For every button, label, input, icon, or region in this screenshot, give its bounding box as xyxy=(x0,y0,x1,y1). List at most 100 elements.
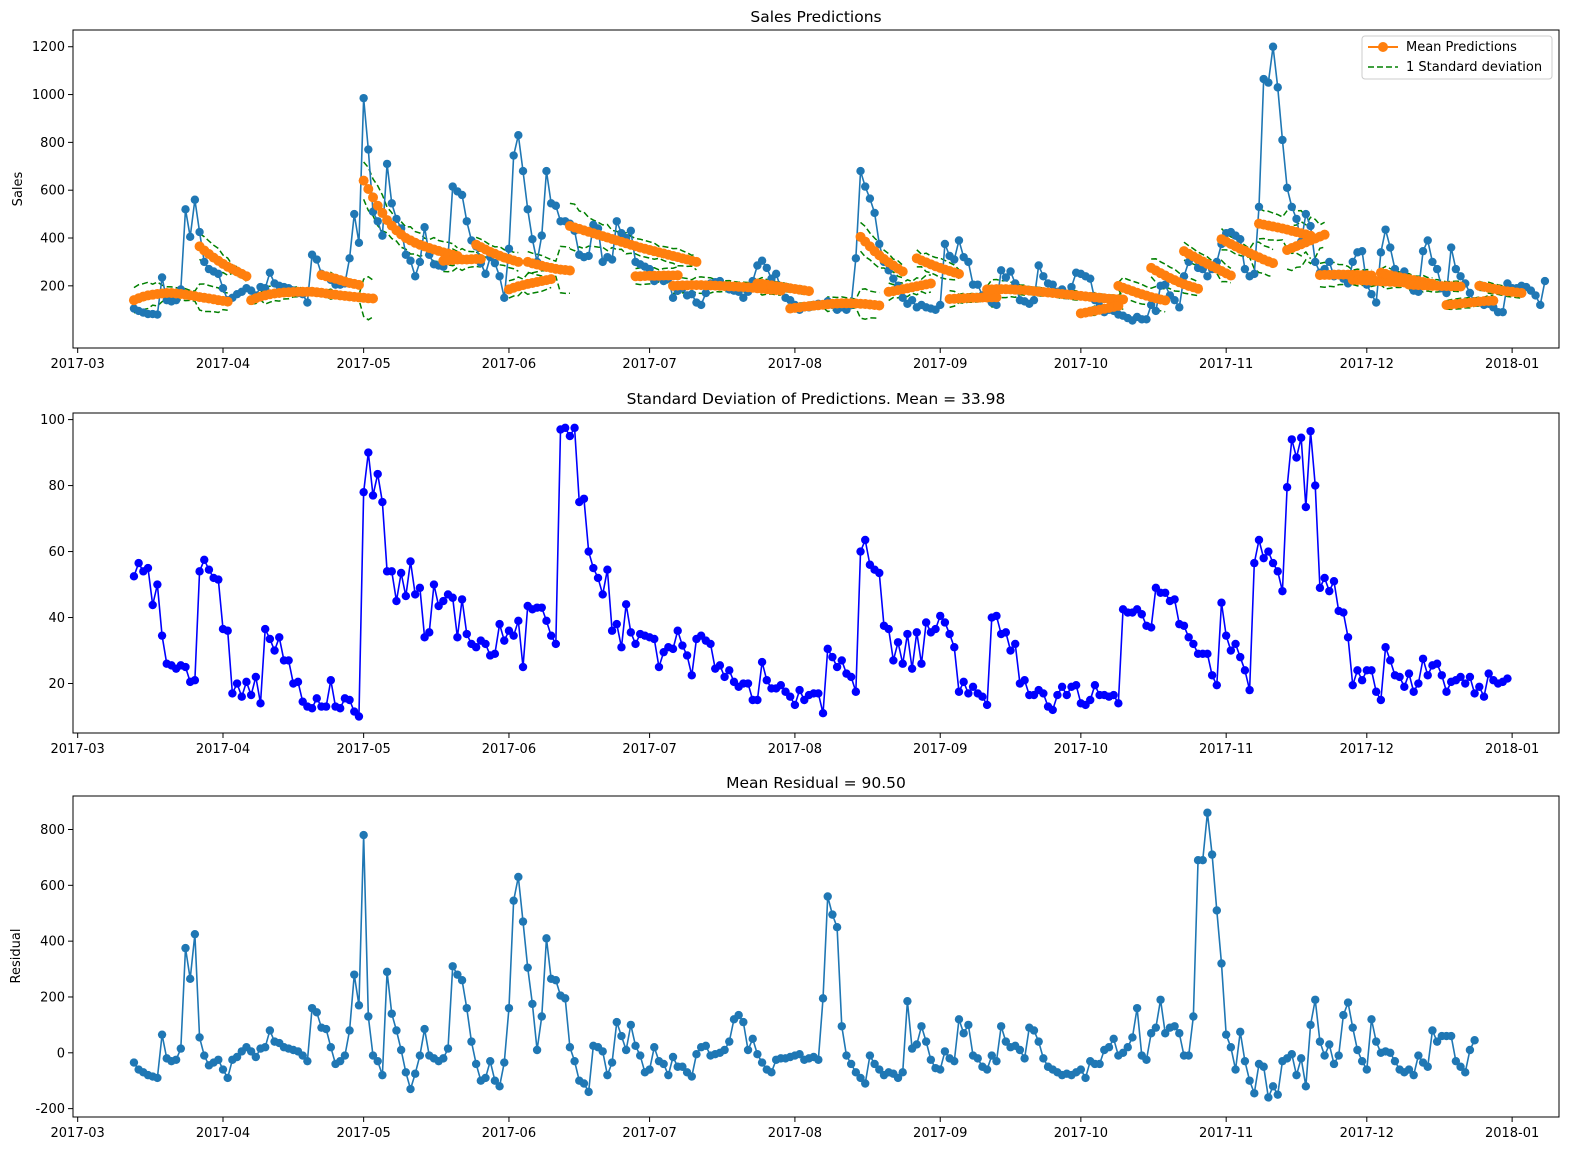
residual-point xyxy=(200,1051,209,1060)
mean-prediction-point xyxy=(1488,295,1499,306)
std-lower-line xyxy=(1183,259,1232,284)
residual-point xyxy=(893,1073,903,1083)
std-prediction-point xyxy=(490,649,500,659)
std-prediction-point xyxy=(1268,558,1278,568)
std-prediction-point xyxy=(392,596,401,606)
std-prediction-point xyxy=(518,662,528,672)
std-prediction-point xyxy=(1461,679,1470,688)
std-prediction-point xyxy=(190,676,200,685)
actual-sales-point xyxy=(1414,287,1423,297)
std-upper-line xyxy=(1183,241,1232,269)
residual-point xyxy=(1348,1023,1357,1032)
std-prediction-point xyxy=(1001,628,1011,637)
actual-sales-point xyxy=(861,182,870,191)
actual-sales-point xyxy=(200,257,209,267)
actual-sales-point xyxy=(1029,295,1039,305)
std-prediction-point xyxy=(1311,481,1320,490)
actual-sales-point xyxy=(1034,261,1043,270)
residual-point xyxy=(842,1051,851,1060)
actual-sales-point xyxy=(420,223,429,232)
std-prediction-point xyxy=(1207,671,1217,680)
std-lower-line xyxy=(1286,246,1325,272)
x-tick-label: 2017-06 xyxy=(482,1126,536,1141)
actual-sales-point xyxy=(1531,291,1540,300)
actual-sales-point xyxy=(739,293,748,302)
residual-point xyxy=(1034,1037,1043,1046)
residual-point xyxy=(921,1037,931,1046)
residual-point xyxy=(1259,1062,1268,1071)
residual-point xyxy=(1175,1029,1184,1038)
std-prediction-point xyxy=(814,689,823,698)
std-prediction-point xyxy=(964,689,973,698)
residual-point xyxy=(1142,1055,1151,1064)
residual-point xyxy=(739,1017,748,1027)
std-prediction-point xyxy=(129,572,139,581)
actual-sales-point xyxy=(1325,257,1334,267)
residual-point xyxy=(1264,1093,1273,1102)
std-prediction-point xyxy=(1296,433,1306,442)
residual-point xyxy=(448,962,457,971)
residual-point xyxy=(551,976,561,985)
std-prediction-point xyxy=(912,628,921,637)
x-tick-label: 2017-04 xyxy=(196,357,250,372)
residual-point xyxy=(251,1052,261,1062)
std-prediction-point xyxy=(654,662,664,672)
std-prediction-point xyxy=(1278,586,1287,596)
residual-point xyxy=(218,1065,228,1074)
residual-point xyxy=(612,1017,621,1027)
mean-prediction-point xyxy=(1268,258,1279,269)
std-prediction-point xyxy=(631,639,640,649)
residual-point xyxy=(467,1037,476,1046)
std-upper-line xyxy=(635,265,678,271)
std-lower-line xyxy=(1352,283,1405,290)
residual-point xyxy=(954,1015,964,1024)
mean-prediction-point xyxy=(358,175,369,186)
std-prediction-point xyxy=(1240,666,1250,675)
residual-point xyxy=(1217,959,1226,968)
residual-point xyxy=(1240,1056,1250,1066)
std-prediction-point xyxy=(1109,690,1118,700)
std-prediction-point xyxy=(373,469,382,479)
x-tick-label: 2017-06 xyxy=(482,357,536,372)
actual-sales-point xyxy=(537,231,546,240)
x-tick-label: 2017-11 xyxy=(1199,1126,1253,1141)
actual-sales-point xyxy=(345,254,354,263)
y-tick-label: 600 xyxy=(40,879,65,894)
std-prediction-point xyxy=(1348,680,1357,690)
std-prediction-point xyxy=(495,619,504,629)
std-upper-line xyxy=(199,232,247,273)
residual-point xyxy=(514,872,523,882)
actual-sales-point xyxy=(687,290,696,299)
x-tick-label: 2017-10 xyxy=(1054,357,1108,372)
ticks-1: 2017-03 2017-04 2017-05 2017-06 2017-07 2017-… xyxy=(32,40,1539,372)
residual-point xyxy=(453,970,462,979)
std-prediction-point xyxy=(846,672,856,682)
std-prediction-point xyxy=(1039,689,1048,698)
x-tick-label: 2018-01 xyxy=(1485,357,1539,372)
residual-point xyxy=(1245,1076,1254,1085)
std-prediction-point xyxy=(1306,426,1315,436)
std-prediction-point xyxy=(1221,631,1231,640)
residual-point xyxy=(232,1052,242,1062)
residual-point xyxy=(837,1022,846,1031)
std-prediction-point xyxy=(762,676,771,685)
std-prediction-point xyxy=(875,568,884,578)
residual-point xyxy=(795,1050,804,1059)
std-prediction-point xyxy=(500,636,509,645)
std-prediction-point xyxy=(954,687,964,696)
std-prediction-point xyxy=(157,631,167,640)
y-axis-label-3: Residual xyxy=(9,929,24,984)
std-prediction-point xyxy=(579,494,589,503)
x-tick-label: 2017-03 xyxy=(51,1126,105,1141)
std-prediction-point xyxy=(1409,687,1418,696)
residual-point xyxy=(415,1051,425,1060)
legend: Mean Predictions 1 Standard deviation xyxy=(1361,35,1553,80)
residual-point xyxy=(1132,1003,1142,1013)
residual-point xyxy=(987,1051,996,1060)
std-prediction-point xyxy=(1236,652,1245,662)
x-tick-label: 2017-07 xyxy=(622,357,676,372)
std-prediction-point xyxy=(1146,623,1156,632)
std-prediction-point xyxy=(514,616,523,626)
residual-point xyxy=(1353,1045,1362,1055)
std-prediction-point xyxy=(720,672,729,682)
